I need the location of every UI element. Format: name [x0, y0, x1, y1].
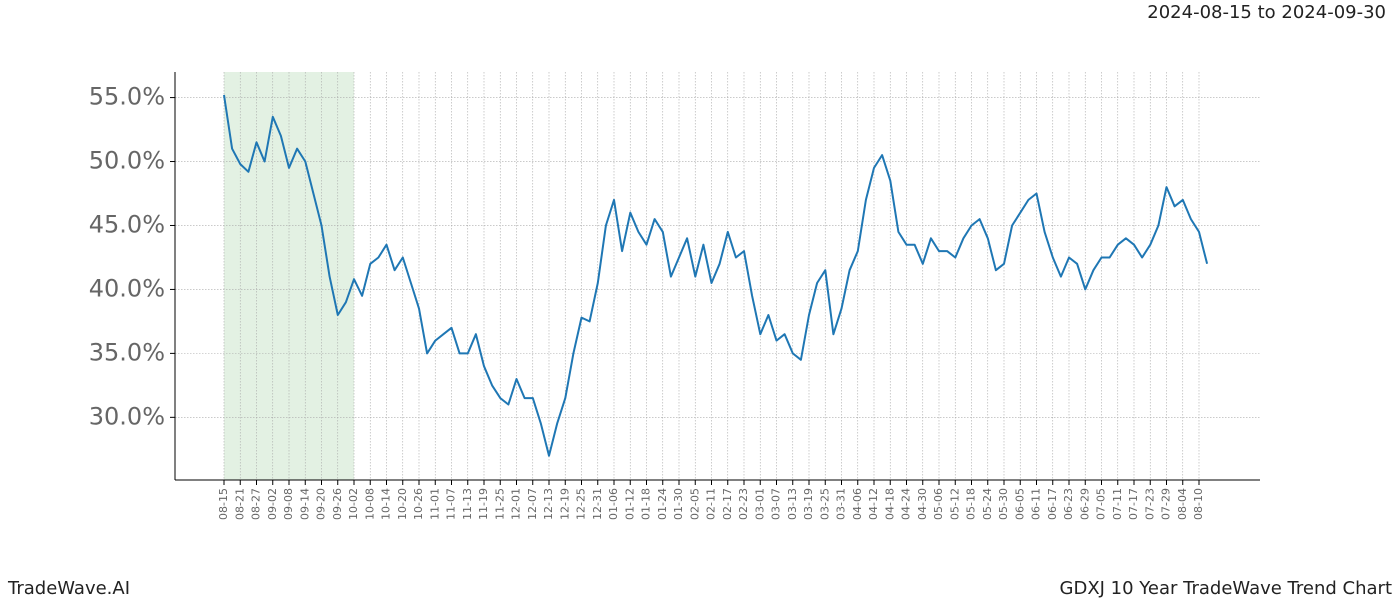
- y-tick-label: 45.0%: [89, 210, 165, 238]
- x-tick-label: 03-19: [802, 488, 815, 520]
- x-tick-label: 03-01: [753, 488, 766, 520]
- x-tick-label: 02-11: [705, 488, 718, 520]
- x-tick-label: 03-25: [818, 488, 831, 520]
- trend-line: [223, 94, 1209, 457]
- x-tick-label: 05-18: [965, 488, 978, 520]
- x-tick-label: 06-05: [1013, 488, 1026, 520]
- brand: TradeWave.AI: [7, 578, 130, 599]
- x-tick-label: 07-17: [1127, 488, 1140, 520]
- x-tick-label: 06-17: [1046, 488, 1059, 520]
- x-tick-label: 04-06: [851, 488, 864, 520]
- x-tick-label: 10-08: [363, 488, 376, 520]
- x-tick-label: 07-23: [1143, 488, 1156, 520]
- x-tick-label: 07-29: [1160, 488, 1173, 520]
- x-tick-label: 06-29: [1078, 488, 1091, 520]
- x-tick-label: 01-30: [672, 488, 685, 520]
- x-tick-label: 11-19: [477, 488, 490, 520]
- x-tick-label: 02-05: [688, 488, 701, 520]
- x-tick-label: 02-17: [721, 488, 734, 520]
- y-tick-label: 40.0%: [89, 274, 165, 302]
- x-tick-label: 05-30: [997, 488, 1010, 520]
- x-tick-label: 08-15: [217, 488, 230, 520]
- x-tick-label: 12-19: [558, 488, 571, 520]
- x-tick-label: 09-14: [298, 488, 311, 520]
- x-tick-label: 09-20: [315, 488, 328, 520]
- x-tick-label: 10-14: [380, 488, 393, 520]
- x-tick-label: 08-04: [1176, 488, 1189, 520]
- x-tick-label: 03-13: [786, 488, 799, 520]
- x-tick-label: 12-01: [510, 488, 523, 520]
- x-tick-label: 12-07: [526, 488, 539, 520]
- x-tick-label: 07-05: [1095, 488, 1108, 520]
- x-tick-label: 11-25: [493, 488, 506, 520]
- x-tick-label: 07-11: [1111, 488, 1124, 520]
- x-tick-label: 08-27: [250, 488, 263, 520]
- x-tick-label: 09-08: [282, 488, 295, 520]
- x-tick-label: 12-25: [575, 488, 588, 520]
- y-tick-label: 30.0%: [89, 402, 165, 430]
- x-tick-label: 04-30: [916, 488, 929, 520]
- x-tick-label: 09-02: [266, 488, 279, 520]
- x-tick-label: 01-24: [656, 488, 669, 520]
- x-tick-label: 12-13: [542, 488, 555, 520]
- y-tick-label: 55.0%: [89, 83, 165, 111]
- x-tick-label: 03-07: [770, 488, 783, 520]
- x-tick-label: 11-01: [428, 488, 441, 520]
- x-tick-label: 05-06: [932, 488, 945, 520]
- x-tick-label: 11-07: [445, 488, 458, 520]
- x-tick-label: 01-12: [623, 488, 636, 520]
- y-tick-label: 35.0%: [89, 338, 165, 366]
- x-tick-label: 10-02: [347, 488, 360, 520]
- y-tick-label: 50.0%: [89, 147, 165, 175]
- x-tick-label: 06-11: [1030, 488, 1043, 520]
- x-tick-label: 10-20: [396, 488, 409, 520]
- x-tick-label: 05-24: [981, 488, 994, 520]
- x-tick-label: 11-13: [461, 488, 474, 520]
- x-tick-label: 02-23: [737, 488, 750, 520]
- x-tick-label: 06-23: [1062, 488, 1075, 520]
- x-tick-label: 08-21: [233, 488, 246, 520]
- x-tick-label: 08-10: [1192, 488, 1205, 520]
- x-tick-label: 04-12: [867, 488, 880, 520]
- x-tick-label: 01-18: [640, 488, 653, 520]
- x-tick-label: 01-06: [607, 488, 620, 520]
- x-tick-label: 10-26: [412, 488, 425, 520]
- x-tick-label: 04-24: [900, 488, 913, 520]
- chart-name: GDXJ 10 Year TradeWave Trend Chart: [1060, 578, 1392, 599]
- x-tick-label: 05-12: [948, 488, 961, 520]
- x-tick-label: 04-18: [883, 488, 896, 520]
- x-tick-label: 12-31: [591, 488, 604, 520]
- x-tick-label: 03-31: [835, 488, 848, 520]
- x-tick-label: 09-26: [331, 488, 344, 520]
- date-range: 2024-08-15 to 2024-09-30: [1147, 2, 1386, 23]
